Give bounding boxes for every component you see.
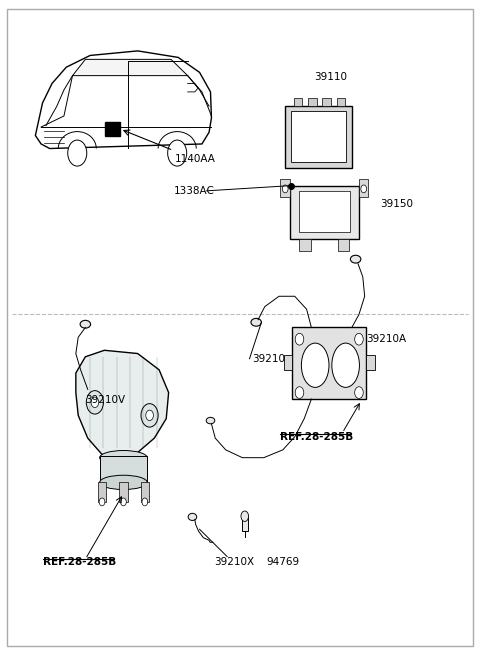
Circle shape bbox=[282, 185, 288, 193]
Text: REF.28-285B: REF.28-285B bbox=[280, 432, 354, 441]
Bar bbox=[366, 356, 375, 370]
Circle shape bbox=[141, 403, 158, 427]
Bar bbox=[299, 191, 350, 233]
Polygon shape bbox=[36, 51, 212, 149]
Bar bbox=[280, 179, 290, 197]
Circle shape bbox=[241, 511, 249, 521]
Bar bbox=[290, 185, 359, 239]
Circle shape bbox=[146, 410, 154, 421]
Ellipse shape bbox=[100, 476, 147, 489]
Text: 39110: 39110 bbox=[314, 72, 347, 82]
Text: 94769: 94769 bbox=[266, 557, 300, 567]
Bar bbox=[292, 328, 366, 399]
Bar bbox=[300, 239, 312, 251]
Circle shape bbox=[355, 333, 363, 345]
Bar bbox=[100, 457, 147, 482]
Bar bbox=[98, 482, 106, 502]
Circle shape bbox=[355, 386, 363, 398]
Bar bbox=[141, 482, 149, 502]
Ellipse shape bbox=[80, 320, 91, 328]
Ellipse shape bbox=[332, 343, 360, 387]
Circle shape bbox=[361, 185, 367, 193]
Ellipse shape bbox=[350, 255, 361, 263]
Circle shape bbox=[68, 140, 87, 166]
Bar bbox=[308, 98, 317, 106]
Bar bbox=[285, 106, 352, 168]
Text: REF.28-285B: REF.28-285B bbox=[43, 557, 116, 567]
Circle shape bbox=[295, 386, 304, 398]
Text: 39210X: 39210X bbox=[214, 557, 254, 567]
Ellipse shape bbox=[301, 343, 329, 387]
Text: 39210: 39210 bbox=[252, 354, 285, 364]
Polygon shape bbox=[72, 60, 188, 75]
Bar bbox=[359, 179, 369, 197]
Circle shape bbox=[99, 498, 105, 506]
Ellipse shape bbox=[206, 417, 215, 424]
Circle shape bbox=[168, 140, 187, 166]
Bar bbox=[291, 111, 346, 162]
Bar bbox=[336, 98, 345, 106]
Bar bbox=[119, 482, 128, 502]
Bar bbox=[105, 122, 120, 136]
Text: 1140AA: 1140AA bbox=[174, 155, 215, 164]
Circle shape bbox=[86, 390, 103, 414]
Ellipse shape bbox=[100, 451, 147, 465]
Bar bbox=[294, 98, 302, 106]
Text: 39210A: 39210A bbox=[366, 334, 406, 345]
Bar bbox=[242, 516, 248, 531]
Circle shape bbox=[91, 397, 99, 407]
Text: 39150: 39150 bbox=[380, 198, 413, 209]
Bar bbox=[337, 239, 349, 251]
Circle shape bbox=[295, 333, 304, 345]
Circle shape bbox=[120, 498, 126, 506]
Polygon shape bbox=[76, 350, 168, 458]
Text: 1338AC: 1338AC bbox=[173, 186, 214, 196]
Ellipse shape bbox=[188, 514, 197, 521]
Circle shape bbox=[142, 498, 148, 506]
Text: 39210V: 39210V bbox=[85, 396, 125, 405]
Bar bbox=[322, 98, 331, 106]
Ellipse shape bbox=[251, 318, 262, 326]
Bar bbox=[284, 356, 292, 370]
